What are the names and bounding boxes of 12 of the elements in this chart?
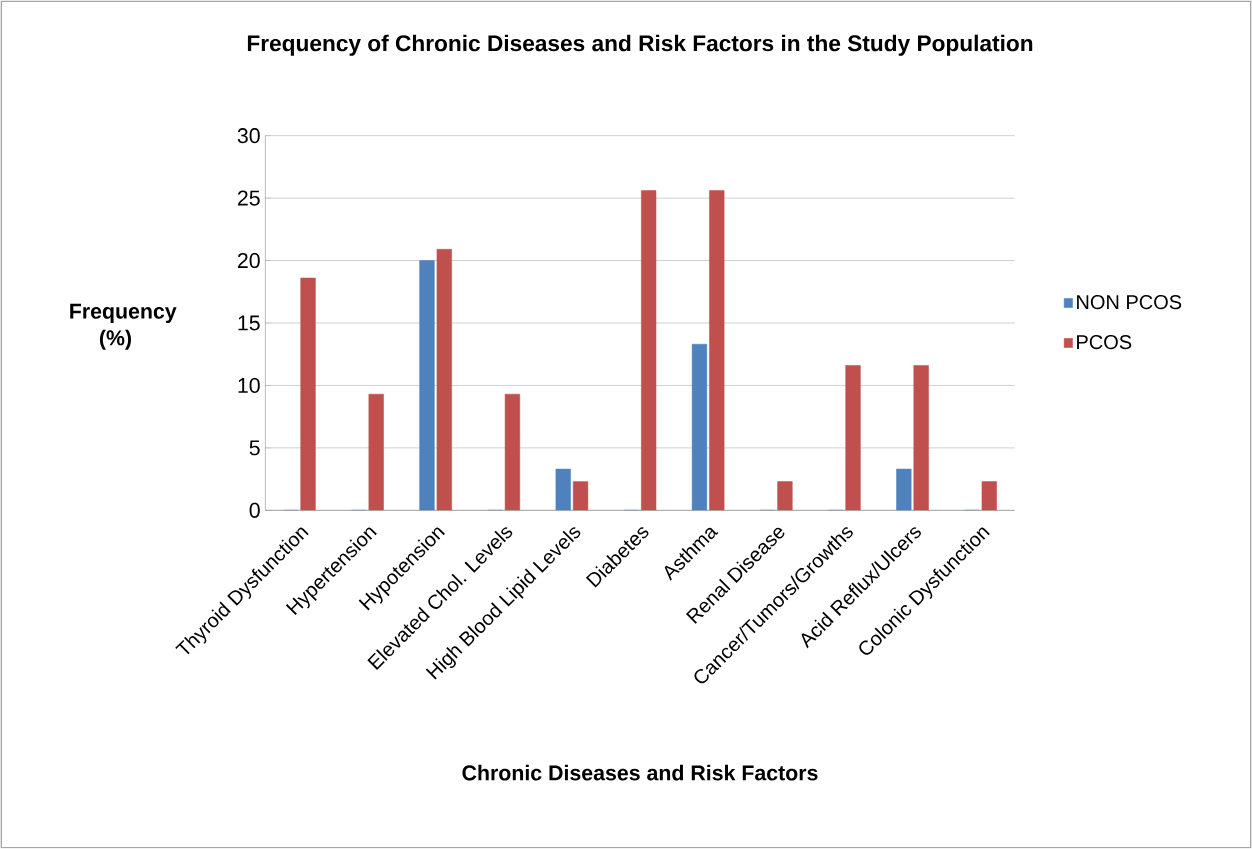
y-tick-label: 15 [238,315,260,331]
y-tick-label: 25 [237,190,260,206]
y-tick-label: 5 [249,440,260,456]
y-tick-label: 0 [249,502,260,518]
y-tick-label: 10 [238,377,260,393]
y-tick-label: 20 [237,253,260,269]
legend-label: PCOS [1077,334,1132,350]
x-axis-title: Chronic Diseases and Risk Factors [462,764,818,781]
y-tick-label: 30 [237,128,260,144]
y-axis-title: Frequency (%) [70,303,177,350]
chart-title: Frequency of Chronic Diseases and Risk Factors in the Study Population [247,34,1033,56]
legend-label: NON PCOS [1077,295,1182,310]
